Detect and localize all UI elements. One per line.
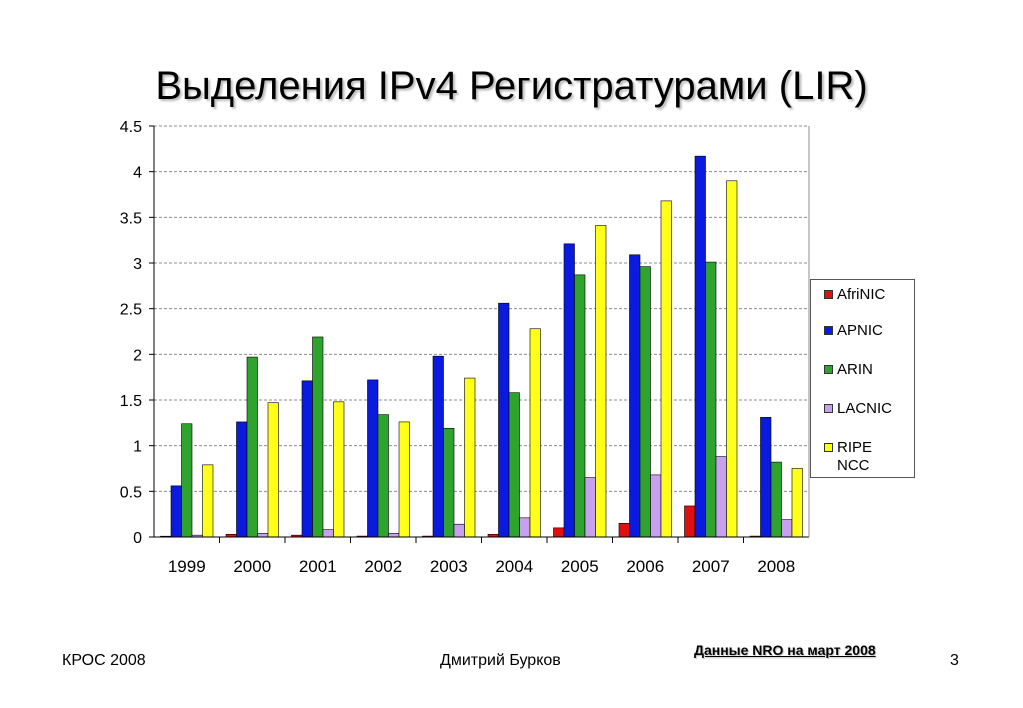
y-tick-label: 4 — [133, 165, 142, 182]
bar-arin-2007 — [705, 261, 717, 538]
x-tick-label: 1999 — [168, 557, 206, 576]
bar-afrinic-2006 — [618, 522, 630, 538]
bar-lacnic-2008 — [781, 519, 793, 538]
chart-legend: AfriNIC APNIC ARIN LACNIC RIPE NCC — [810, 279, 915, 478]
bar-ripe-ncc-1999 — [202, 464, 214, 538]
bar-ripe-ncc-2000 — [267, 402, 279, 538]
legend-swatch-arin — [824, 365, 833, 374]
x-tick-label: 2000 — [233, 557, 271, 576]
bar-arin-2001 — [312, 336, 324, 538]
bar-apnic-2004 — [498, 302, 510, 538]
x-tick-label: 2005 — [561, 557, 599, 576]
x-tick-label: 2008 — [757, 557, 795, 576]
page-title: Выделения IPv4 Регистратурами (LIR) — [155, 64, 868, 108]
bar-apnic-2006 — [629, 254, 641, 538]
y-tick-label: 1.5 — [120, 393, 142, 410]
footer-author: Дмитрий Бурков — [440, 652, 561, 669]
bar-arin-2008 — [770, 461, 782, 538]
legend-swatch-ripe-ncc — [824, 443, 833, 452]
y-tick-label: 4.5 — [120, 119, 142, 136]
legend-label-apnic: APNIC — [837, 322, 883, 339]
x-tick-label: 2004 — [495, 557, 533, 576]
bar-arin-2000 — [246, 356, 258, 538]
legend-label-arin: ARIN — [837, 361, 873, 378]
bar-ripe-ncc-2001 — [333, 401, 345, 538]
legend-label-ripe-ncc: RIPE NCC — [837, 439, 873, 474]
bar-lacnic-2006 — [650, 474, 662, 538]
bar-ripe-ncc-2006 — [660, 200, 672, 538]
bar-lacnic-2002 — [388, 533, 400, 538]
bar-afrinic-2007 — [684, 505, 696, 538]
bar-apnic-2002 — [367, 379, 379, 538]
bar-lacnic-2005 — [584, 477, 596, 538]
source-note: Данные NRO на март 2008 — [694, 642, 876, 658]
footer-event: КРОС 2008 — [62, 652, 146, 669]
bar-apnic-2008 — [760, 417, 772, 538]
y-tick-label: 1 — [133, 439, 142, 456]
bar-ripe-ncc-2004 — [529, 328, 541, 538]
bar-lacnic-2004 — [519, 517, 531, 538]
bar-ripe-ncc-2008 — [791, 468, 803, 538]
bar-apnic-1999 — [170, 485, 182, 538]
bar-arin-1999 — [181, 423, 193, 538]
bar-apnic-2001 — [301, 380, 313, 538]
y-tick-label: 2.5 — [120, 302, 142, 319]
legend-swatch-apnic — [824, 326, 833, 335]
x-tick-label: 2001 — [299, 557, 337, 576]
bar-ripe-ncc-2007 — [726, 180, 738, 538]
legend-swatch-lacnic — [824, 404, 833, 413]
y-tick-label: 3 — [133, 256, 142, 273]
bar-ripe-ncc-2002 — [398, 421, 410, 538]
bar-arin-2002 — [377, 414, 389, 538]
bar-ripe-ncc-2005 — [595, 225, 607, 538]
slide-number: 3 — [950, 652, 959, 669]
bar-arin-2004 — [508, 392, 520, 538]
bar-apnic-2003 — [432, 355, 444, 538]
bar-arin-2003 — [443, 428, 455, 538]
bar-apnic-2005 — [563, 243, 575, 538]
y-tick-label: 2 — [133, 347, 142, 364]
bar-lacnic-2007 — [715, 456, 727, 538]
bar-lacnic-2003 — [453, 523, 465, 538]
bar-ripe-ncc-2003 — [464, 377, 476, 538]
bar-apnic-2000 — [236, 421, 248, 538]
x-tick-label: 2006 — [626, 557, 664, 576]
bar-arin-2005 — [574, 274, 586, 538]
bar-lacnic-2000 — [257, 533, 269, 538]
x-tick-label: 2003 — [430, 557, 468, 576]
y-tick-label: 0.5 — [120, 484, 142, 501]
y-tick-label: 0 — [133, 530, 142, 547]
legend-label-lacnic: LACNIC — [837, 400, 893, 417]
legend-swatch-afrinic — [824, 290, 833, 299]
x-tick-label: 2002 — [364, 557, 402, 576]
legend-label-afrinic: AfriNIC — [837, 286, 886, 303]
bar-lacnic-2001 — [322, 529, 334, 538]
y-tick-label: 3.5 — [120, 210, 142, 227]
x-tick-label: 2007 — [692, 557, 730, 576]
bar-arin-2006 — [639, 266, 651, 538]
bar-apnic-2007 — [694, 155, 706, 538]
bar-afrinic-2005 — [553, 527, 565, 538]
